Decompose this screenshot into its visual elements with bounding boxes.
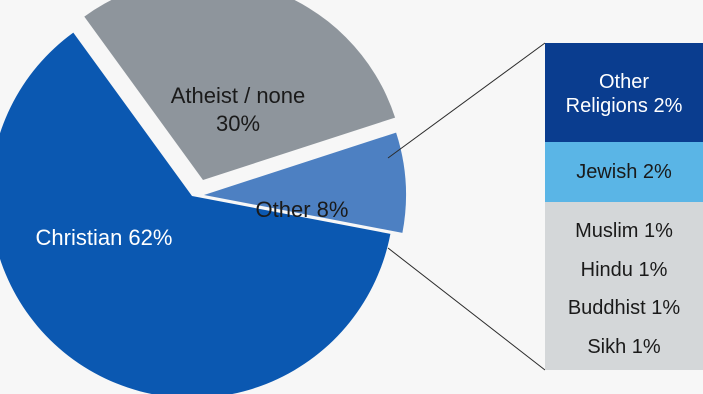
connector-line-top — [387, 42, 546, 159]
pie-label-christian: Christian 62% — [36, 225, 173, 250]
breakdown-jewish: Jewish 2% — [545, 142, 703, 202]
muslim-label: Muslim 1% — [575, 220, 673, 243]
pie-slice-other — [204, 132, 406, 233]
other-religions-label-line1: Other — [598, 70, 650, 93]
hindu-label: Hindu 1% — [580, 258, 668, 281]
jewish-label: Jewish 2% — [576, 161, 672, 183]
sikh-label: Sikh 1% — [587, 335, 661, 358]
pie-label-other: Other 8% — [256, 197, 349, 222]
pie-slice-christian — [0, 32, 391, 394]
pie-labels: Christian 62% Atheist / none 30% Other 8% — [36, 83, 349, 250]
connector-lines — [387, 42, 546, 371]
pie-label-atheist-none: Atheist / none 30% — [171, 83, 306, 136]
pie-slice-atheist-none — [84, 0, 396, 180]
connector-line-bottom — [387, 247, 546, 371]
buddhist-label: Buddhist 1% — [567, 297, 681, 320]
other-religions-label-line2: Religions 2% — [565, 94, 683, 117]
pie-slices — [0, 0, 406, 394]
breakdown-other-religions: Other Religions 2% — [545, 43, 703, 142]
breakdown-small-religions: Muslim 1% Hindu 1% Buddhist 1% Sikh 1% — [545, 202, 703, 370]
